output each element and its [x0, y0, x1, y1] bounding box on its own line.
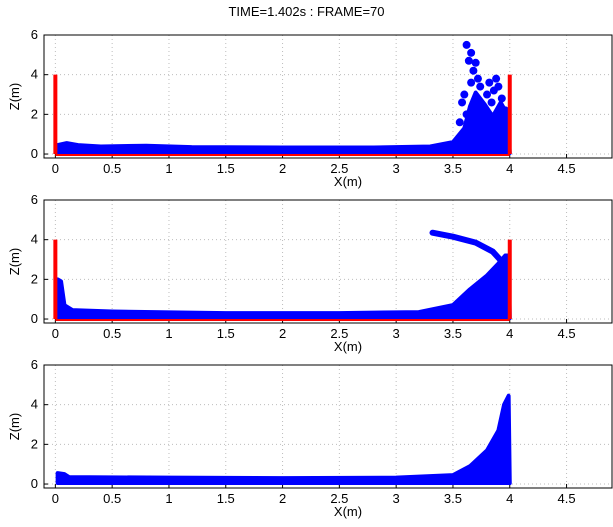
x-tick-label: 3 [393, 491, 400, 506]
fluid-droplet [492, 74, 501, 83]
x-tick-label: 0.5 [103, 326, 121, 341]
x-tick-label: 0.5 [103, 491, 121, 506]
x-tick-label: 1.5 [217, 161, 235, 176]
fluid-droplet [494, 82, 503, 91]
x-tick-label: 3 [393, 161, 400, 176]
fluid-droplet [501, 106, 510, 115]
fluid-droplet [462, 110, 471, 119]
subplot-3: 0 0.5 1 1.5 2 2.5 3 3.5 4 4.5 0 2 4 6 X(m) Z(m) [7, 357, 613, 519]
y-tick-label: 2 [31, 436, 38, 451]
x-tick-label: 0 [52, 161, 59, 176]
fluid-droplet [469, 66, 478, 75]
fluid-droplet [480, 106, 489, 115]
x-tick-label: 3.5 [444, 491, 462, 506]
fluid-droplet [487, 98, 496, 107]
x-tick-label: 1.5 [217, 326, 235, 341]
y-tick-label: 6 [31, 192, 38, 207]
x-tick-label: 2.5 [330, 161, 348, 176]
fluid-particles [55, 253, 512, 321]
y-axis-label: Z(m) [7, 83, 22, 110]
x-tick-label: 1.5 [217, 491, 235, 506]
fluid-droplet [483, 90, 492, 99]
x-tick-label: 4 [506, 491, 513, 506]
x-tick-label: 4.5 [558, 161, 576, 176]
fluid-droplet [462, 40, 471, 49]
x-tick-label: 4 [506, 161, 513, 176]
x-axis-label: X(m) [334, 339, 362, 354]
fluid-jet [429, 229, 511, 279]
y-tick-label: 2 [31, 106, 38, 121]
fluid-droplet [460, 90, 469, 99]
fluid-droplet [467, 48, 476, 57]
x-tick-label: 2 [279, 161, 286, 176]
y-axis-label: Z(m) [7, 248, 22, 275]
x-tick-label: 3 [393, 326, 400, 341]
fluid-droplet [471, 58, 480, 67]
fluid-droplet [467, 78, 476, 87]
fluid-droplet [458, 98, 467, 107]
x-tick-label: 2.5 [330, 491, 348, 506]
y-tick-label: 6 [31, 357, 38, 372]
subplot-1: 0 0.5 1 1.5 2 2.5 3 3.5 4 4.5 0 2 4 6 X(m) Z(m) [7, 27, 613, 189]
y-tick-label: 4 [31, 67, 38, 82]
figure-title: TIME=1.402s : FRAME=70 [228, 4, 385, 19]
x-tick-label: 2.5 [330, 326, 348, 341]
x-tick-label: 4.5 [558, 326, 576, 341]
y-tick-label: 2 [31, 271, 38, 286]
y-tick-label: 0 [31, 311, 38, 326]
y-axis-label: Z(m) [7, 413, 22, 440]
subplot-2: 0 0.5 1 1.5 2 2.5 3 3.5 4 4.5 0 2 4 6 X(m) Z(m) [7, 192, 613, 354]
x-tick-label: 3.5 [444, 326, 462, 341]
fluid-droplet [473, 74, 482, 83]
x-tick-label: 4 [506, 326, 513, 341]
axes-frame [43, 199, 613, 324]
x-tick-label: 0 [52, 326, 59, 341]
y-tick-label: 0 [31, 146, 38, 161]
fluid-droplet [476, 82, 485, 91]
x-tick-label: 1 [165, 161, 172, 176]
fluid-particles [55, 90, 512, 156]
fluid-droplet [455, 118, 464, 127]
x-tick-label: 2 [279, 491, 286, 506]
x-axis-label: X(m) [334, 504, 362, 519]
x-tick-label: 0 [52, 491, 59, 506]
x-tick-label: 1 [165, 491, 172, 506]
fluid-droplet [485, 78, 494, 87]
x-tick-label: 4.5 [558, 491, 576, 506]
axes-frame [43, 34, 613, 159]
x-tick-label: 1 [165, 326, 172, 341]
x-tick-label: 2 [279, 326, 286, 341]
x-tick-label: 3.5 [444, 161, 462, 176]
y-tick-label: 4 [31, 232, 38, 247]
x-tick-label: 0.5 [103, 161, 121, 176]
y-tick-label: 6 [31, 27, 38, 42]
fluid-droplet [497, 94, 506, 103]
y-tick-label: 4 [31, 397, 38, 412]
fluid-droplet [464, 56, 473, 65]
fluid-particles [55, 393, 512, 486]
x-axis-label: X(m) [334, 174, 362, 189]
y-tick-label: 0 [31, 476, 38, 491]
axes-frame [43, 364, 613, 489]
